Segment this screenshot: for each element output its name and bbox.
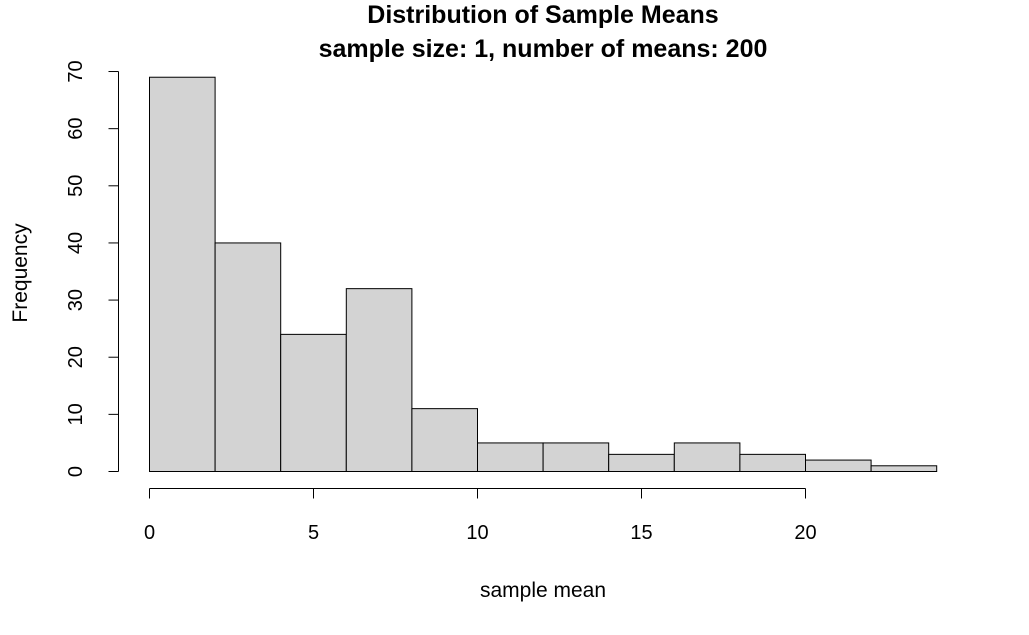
x-tick-label: 15	[630, 522, 652, 544]
y-tick-label: 50	[65, 175, 87, 197]
y-tick-label: 0	[65, 466, 87, 477]
chart-title: Distribution of Sample Means	[367, 1, 718, 29]
histogram-bar	[214, 242, 282, 472]
x-tick-label: 0	[144, 522, 155, 544]
histogram-bar	[739, 453, 807, 473]
histogram-bar	[870, 465, 938, 473]
y-tick-label: 60	[65, 118, 87, 140]
x-tick-label: 10	[466, 522, 488, 544]
histogram-bar	[411, 408, 478, 472]
histogram-bar	[805, 459, 872, 472]
y-tick-label: 40	[65, 232, 87, 254]
x-tick-label: 5	[308, 522, 319, 544]
histogram-bar	[280, 333, 347, 473]
x-axis: 0 5 10 15 20	[144, 488, 817, 544]
histogram-bar	[345, 288, 413, 473]
histogram-bar	[542, 442, 610, 472]
chart-subtitle: sample size: 1, number of means: 200	[319, 35, 768, 63]
x-tick-label: 20	[794, 522, 816, 544]
y-axis: 0 10 20 30 40 50 60 70	[65, 60, 119, 477]
histogram-bar	[149, 76, 216, 472]
y-tick-label: 20	[65, 346, 87, 368]
histogram-bars	[149, 76, 938, 473]
histogram-bar	[477, 442, 544, 472]
histogram-bar	[673, 442, 741, 472]
y-tick-label: 70	[65, 60, 87, 82]
y-axis-label: Frequency	[9, 223, 32, 323]
y-tick-label: 10	[65, 403, 87, 425]
x-axis-label: sample mean	[480, 579, 606, 602]
histogram-bar	[608, 453, 675, 473]
y-tick-label: 30	[65, 289, 87, 311]
